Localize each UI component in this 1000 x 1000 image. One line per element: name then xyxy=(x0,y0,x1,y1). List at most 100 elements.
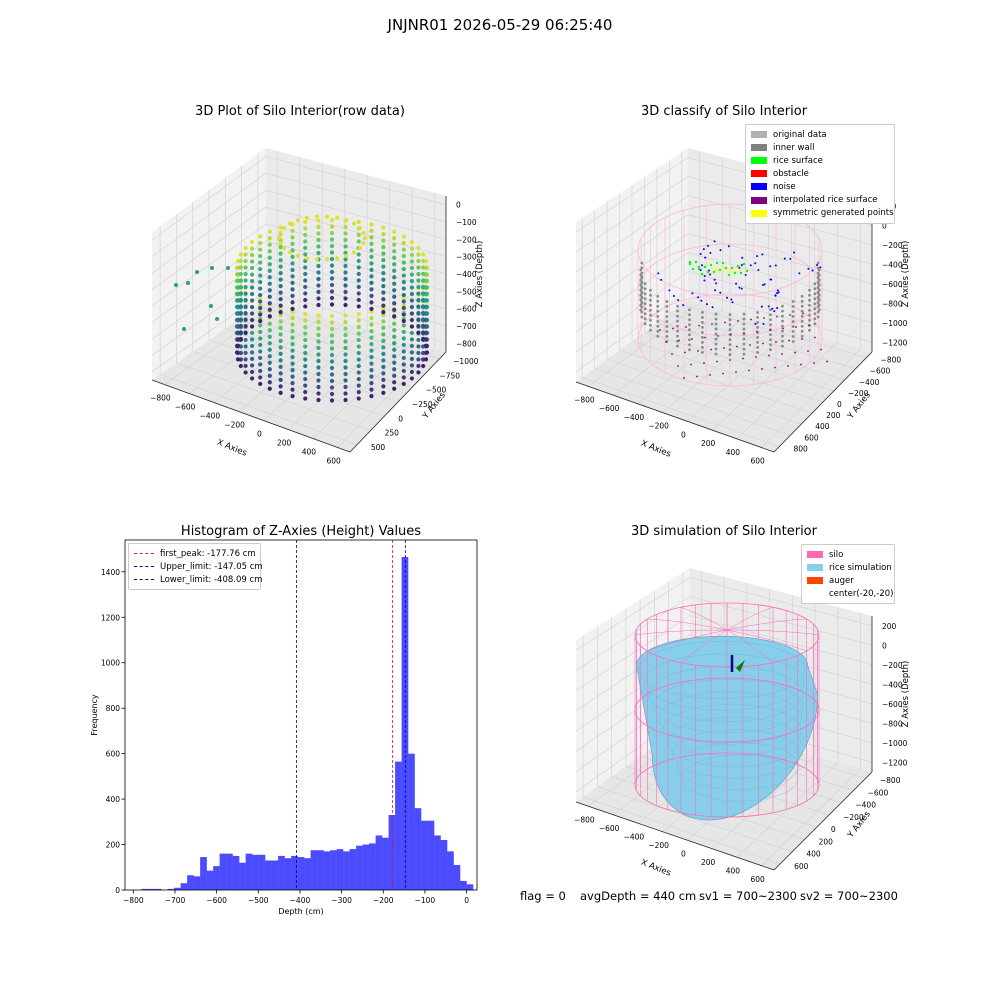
z-grid-line xyxy=(151,156,267,241)
data-point xyxy=(743,332,745,334)
data-point xyxy=(258,292,263,298)
data-point xyxy=(249,330,255,336)
data-point xyxy=(688,338,691,342)
legend-swatch xyxy=(751,183,767,191)
histogram-bar xyxy=(395,761,402,890)
data-point xyxy=(356,226,361,231)
histogram-bar xyxy=(453,865,461,890)
data-point xyxy=(730,270,734,274)
z-grid-line xyxy=(689,691,873,744)
data-point xyxy=(817,278,821,282)
data-point xyxy=(381,297,386,302)
data-point xyxy=(401,342,406,348)
x-grid-line xyxy=(687,328,792,422)
y-grid-line xyxy=(668,735,854,791)
data-point xyxy=(392,288,397,293)
data-point xyxy=(416,323,421,329)
data-point xyxy=(421,305,426,310)
data-point xyxy=(267,275,272,280)
x-grid-line xyxy=(637,315,746,405)
data-point xyxy=(392,347,397,352)
data-point xyxy=(711,306,714,309)
data-point xyxy=(290,309,295,314)
data-point xyxy=(656,329,660,333)
data-point xyxy=(660,278,663,281)
y-tick-label: 600 xyxy=(106,750,121,759)
data-point xyxy=(392,242,397,247)
data-point xyxy=(712,270,716,274)
data-point xyxy=(381,277,386,282)
data-point xyxy=(278,377,283,382)
data-point xyxy=(769,308,772,312)
data-point xyxy=(714,327,718,331)
data-point xyxy=(316,313,321,318)
legend-item-upper-limit: Upper_limit: -147.05 cm xyxy=(134,560,263,573)
z-grid-line xyxy=(265,223,447,275)
data-point xyxy=(290,241,295,246)
data-point xyxy=(329,346,335,351)
histogram-bar xyxy=(427,820,435,890)
data-point xyxy=(381,345,386,350)
data-point xyxy=(235,278,241,283)
data-point xyxy=(238,318,243,323)
data-point xyxy=(688,262,692,266)
z-grid-line xyxy=(265,274,447,327)
data-point xyxy=(817,303,821,307)
data-point xyxy=(713,278,716,281)
data-point xyxy=(278,312,283,317)
data-point xyxy=(381,245,386,250)
data-point xyxy=(409,350,415,355)
data-point xyxy=(267,328,272,333)
z-axis-label: Z Axies (Depth) xyxy=(901,661,911,728)
data-point xyxy=(699,252,702,255)
data-point xyxy=(329,313,335,319)
data-point xyxy=(290,329,295,334)
data-point xyxy=(817,273,821,277)
z-grid-line xyxy=(575,157,689,233)
data-point xyxy=(816,310,820,314)
y-grid-line xyxy=(611,776,805,840)
data-point xyxy=(409,356,415,362)
data-point xyxy=(234,317,240,323)
data-point xyxy=(421,357,426,362)
data-point xyxy=(290,280,295,285)
legend-item-inner-wall: inner wall xyxy=(751,141,889,154)
data-point xyxy=(807,350,809,352)
z-grid-line xyxy=(575,271,689,353)
data-point xyxy=(816,271,820,275)
data-point xyxy=(769,313,772,317)
data-point xyxy=(249,246,255,251)
data-point xyxy=(676,314,679,318)
data-point xyxy=(401,305,406,311)
histogram-bar xyxy=(206,870,214,890)
data-point xyxy=(808,303,811,307)
data-point xyxy=(249,278,255,284)
data-point xyxy=(278,345,283,350)
x-axis-line xyxy=(575,381,775,453)
data-point xyxy=(757,269,760,271)
histogram-bar xyxy=(317,850,324,890)
z-grid-line xyxy=(575,290,689,373)
y-tick-label: −600 xyxy=(868,788,889,797)
data-point xyxy=(421,291,426,296)
data-point xyxy=(290,342,295,347)
data-point xyxy=(290,374,295,379)
z-tick-label: −200 xyxy=(882,241,903,250)
data-point xyxy=(640,291,644,295)
histogram-bar xyxy=(304,858,311,890)
data-point xyxy=(369,241,374,246)
data-point xyxy=(381,319,386,324)
data-point xyxy=(303,357,308,362)
data-point xyxy=(800,319,804,323)
data-point xyxy=(701,326,704,329)
data-point xyxy=(343,339,348,344)
data-point xyxy=(676,344,679,348)
data-point xyxy=(698,324,700,327)
data-point xyxy=(691,338,693,340)
z-grid-line xyxy=(687,290,873,343)
data-point xyxy=(304,215,309,220)
data-point xyxy=(316,250,321,256)
z-grid-line xyxy=(575,634,691,712)
data-point xyxy=(235,343,241,348)
z-tick-label: −600 xyxy=(882,700,903,709)
